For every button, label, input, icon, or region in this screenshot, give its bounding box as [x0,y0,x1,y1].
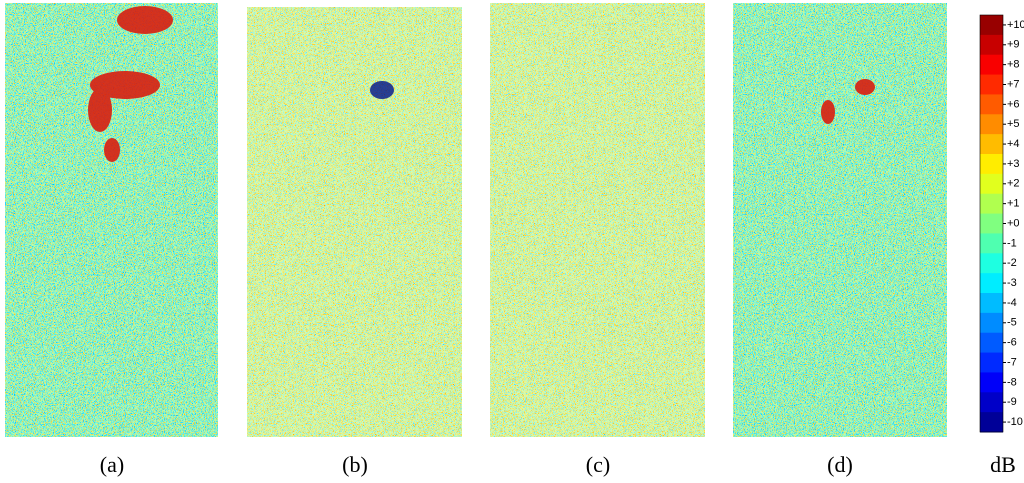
colorbar-band [980,372,1003,393]
colorbar-band [980,312,1003,334]
colorbar-tick-label: +7 [1007,78,1020,90]
colorbar-band [980,352,1003,373]
colorbar-band [980,332,1003,354]
colorbar-unit: dB [990,452,1016,477]
colorbar-tick-label: -5 [1007,317,1017,329]
colorbar-tick-label: -10 [1007,416,1023,428]
panel-label: (a) [100,452,124,477]
hotspot [88,6,173,162]
colorbar-band [980,293,1003,314]
colorbar-tick-label: -7 [1007,356,1017,368]
colorbar-tick-label: +4 [1007,138,1020,150]
colorbar-band [980,412,1003,433]
panel-c [490,3,705,437]
colorbar-band [980,193,1003,215]
colorbar-band [980,273,1003,294]
colorbar-tick-label: -1 [1007,237,1017,249]
colorbar-tick-label: +9 [1007,39,1020,51]
colorbar-tick-label: -8 [1007,376,1017,388]
image [247,7,462,437]
colorbar-tick-label: +8 [1007,59,1020,71]
colorbar-frame [979,14,1004,433]
image [5,3,218,437]
colorbar-tick-label: +3 [1007,158,1020,170]
panel-label: (d) [827,452,853,477]
hotspot [370,81,394,99]
colorbar-band [980,154,1003,175]
colorbar-band [980,233,1003,254]
panel-label: (b) [342,452,368,477]
colorbar-tick-label: +5 [1007,118,1020,130]
colorbar-band [980,114,1003,135]
colorbar-tick-label: -6 [1007,337,1017,349]
colorbar-tick-label: +6 [1007,98,1020,110]
colorbar-tick-label: +0 [1007,217,1020,229]
hotspot [821,79,875,124]
colorbar-tick-label: +10 [1007,19,1024,31]
panel-b [247,7,462,437]
colorbar-band [980,54,1003,76]
colorbar-tick-label: -3 [1007,277,1017,289]
colorbar-tick-label: -9 [1007,396,1017,408]
colorbar-band [980,74,1003,95]
panel-a [5,3,218,437]
image [490,3,705,437]
panel-label: (c) [586,452,610,477]
colorbar-tick-label: +1 [1007,198,1020,210]
colorbar-tick-label: -4 [1007,297,1017,309]
colorbar-band [980,134,1003,155]
image [733,3,947,437]
colorbar: +10 +9 +8 +7 +6 +5 +4 +3 +2 +1 +0 -1 -2 -3 -4 -5 -6 -7 -8 -… [979,14,1024,433]
colorbar-band [980,213,1003,234]
colorbar-tick-label: +2 [1007,178,1020,190]
colorbar-band [980,253,1003,274]
colorbar-band [980,392,1003,413]
colorbar-band [980,34,1003,56]
colorbar-band [980,15,1003,36]
colorbar-tick-label: -2 [1007,257,1017,269]
panel-d [733,3,947,437]
colorbar-band [980,94,1003,115]
colorbar-band [980,173,1003,195]
